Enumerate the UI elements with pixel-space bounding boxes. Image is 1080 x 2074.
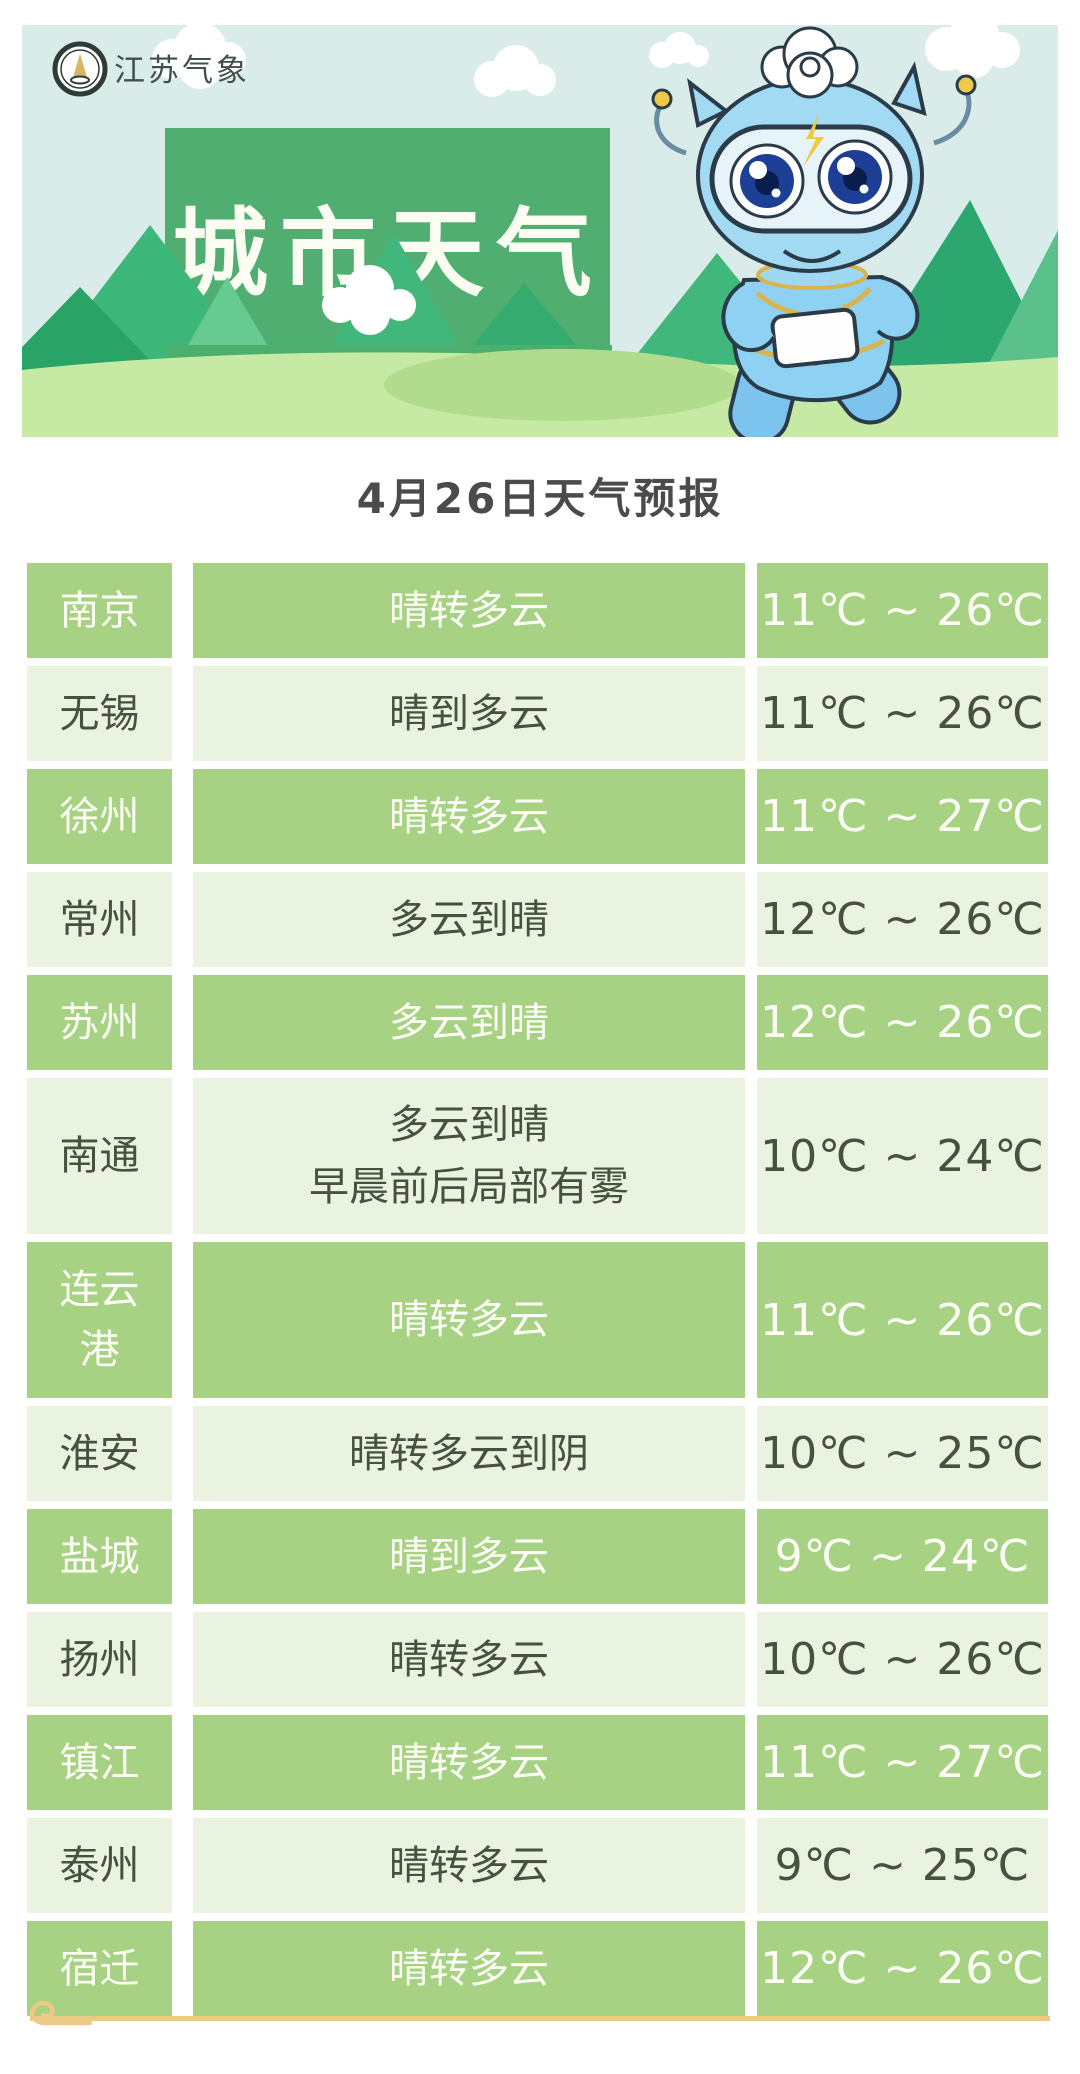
table-row: 淮安 晴转多云到阴 10℃ ~ 25℃: [27, 1406, 1048, 1501]
weather-cell: 晴转多云: [193, 1921, 745, 2016]
table-row: 南京 晴转多云 11℃ ~ 26℃: [27, 563, 1048, 658]
weather-text: 晴转多云: [389, 793, 549, 840]
weather-cell: 多云到晴早晨前后局部有雾: [193, 1078, 745, 1234]
weather-text: 晴转多云: [389, 1945, 549, 1992]
table-row: 宿迁 晴转多云 12℃ ~ 26℃: [27, 1921, 1048, 2016]
weather-text: 多云到晴: [389, 896, 549, 943]
city-cell: 无锡: [27, 666, 172, 761]
table-row: 连云港 晴转多云 11℃ ~ 26℃: [27, 1242, 1048, 1398]
border-curl-icon: [30, 2000, 92, 2026]
weather-text: 晴转多云: [389, 587, 549, 634]
city-cell: 苏州: [27, 975, 172, 1070]
city-cell: 常州: [27, 872, 172, 967]
city-cell: 连云港: [27, 1242, 172, 1398]
temperature-cell: 12℃ ~ 26℃: [757, 975, 1048, 1070]
cloud-icon: [760, 26, 859, 99]
weather-text: 晴到多云: [389, 690, 549, 737]
temperature-cell: 10℃ ~ 24℃: [757, 1078, 1048, 1234]
table-row: 徐州 晴转多云 11℃ ~ 27℃: [27, 769, 1048, 864]
jiangsu-meteorology-logo: 江苏气象: [52, 41, 250, 97]
cloud-icon: [925, 25, 1020, 78]
grass-shadow: [384, 349, 740, 421]
weather-cell: 晴转多云: [193, 1818, 745, 1913]
table-row: 无锡 晴到多云 11℃ ~ 26℃: [27, 666, 1048, 761]
page-title: 4月26日天气预报: [356, 474, 724, 523]
temperature-cell: 9℃ ~ 24℃: [757, 1509, 1048, 1604]
temperature-cell: 11℃ ~ 26℃: [757, 666, 1048, 761]
weather-cell: 晴转多云: [193, 1612, 745, 1707]
mascot-eye: [729, 143, 805, 219]
weather-cell: 多云到晴: [193, 975, 745, 1070]
temperature-cell: 10℃ ~ 25℃: [757, 1406, 1048, 1501]
city-cell: 扬州: [27, 1612, 172, 1707]
banner-illustration: 城市天气: [22, 25, 1058, 437]
city-cell: 泰州: [27, 1818, 172, 1913]
city-cell: 淮安: [27, 1406, 172, 1501]
weather-cell: 晴转多云: [193, 1242, 745, 1398]
cloud-icon: [649, 32, 709, 68]
temperature-cell: 12℃ ~ 26℃: [757, 872, 1048, 967]
weather-text-line2: 早晨前后局部有雾: [309, 1164, 629, 1210]
weather-text: 晴转多云: [389, 1739, 549, 1786]
weather-text: 多云到晴: [389, 999, 549, 1046]
city-cell: 镇江: [27, 1715, 172, 1810]
decorative-border: [30, 2000, 1050, 2026]
weather-cell: 多云到晴: [193, 872, 745, 967]
weather-cell: 晴转多云: [193, 1715, 745, 1810]
mascot-phone: [770, 307, 860, 369]
temperature-cell: 11℃ ~ 26℃: [757, 1242, 1048, 1398]
weather-cell: 晴到多云: [193, 666, 745, 761]
table-row: 苏州 多云到晴 12℃ ~ 26℃: [27, 975, 1048, 1070]
table-row: 镇江 晴转多云 11℃ ~ 27℃: [27, 1715, 1048, 1810]
city-cell: 南京: [27, 563, 172, 658]
temperature-cell: 11℃ ~ 26℃: [757, 563, 1048, 658]
lightning-icon: [803, 113, 824, 167]
cloud-icon: [474, 45, 556, 97]
weather-cell: 晴到多云: [193, 1509, 745, 1604]
temperature-cell: 11℃ ~ 27℃: [757, 1715, 1048, 1810]
temperature-cell: 12℃ ~ 26℃: [757, 1921, 1048, 2016]
cloud-icon: [152, 25, 246, 89]
logo-label: 江苏气象: [114, 53, 250, 89]
temperature-cell: 11℃ ~ 27℃: [757, 769, 1048, 864]
city-cell: 盐城: [27, 1509, 172, 1604]
weather-text: 晴转多云到阴: [349, 1430, 589, 1477]
weather-text: 晴转多云: [389, 1636, 549, 1683]
mascot-eye: [817, 139, 893, 215]
weather-cell: 晴转多云到阴: [193, 1406, 745, 1501]
cloud-icon: [322, 265, 416, 335]
forecast-table: 南京 晴转多云 11℃ ~ 26℃ 无锡 晴到多云 11℃ ~ 26℃ 徐州 晴转多云 11℃ …: [27, 563, 1048, 2016]
weather-text: 晴到多云: [389, 1533, 549, 1580]
table-row: 泰州 晴转多云 9℃ ~ 25℃: [27, 1818, 1048, 1913]
weather-cell: 晴转多云: [193, 563, 745, 658]
weather-text: 多云到晴: [389, 1102, 549, 1148]
table-row: 常州 多云到晴 12℃ ~ 26℃: [27, 872, 1048, 967]
table-row: 南通 多云到晴 早晨前后局部有雾 10℃ ~ 24℃: [27, 1078, 1048, 1234]
table-row: 盐城 晴到多云 9℃ ~ 24℃: [27, 1509, 1048, 1604]
weather-cell: 晴转多云: [193, 769, 745, 864]
weather-text: 晴转多云: [389, 1842, 549, 1889]
weather-text: 晴转多云: [389, 1297, 549, 1343]
table-row: 扬州 晴转多云 10℃ ~ 26℃: [27, 1612, 1048, 1707]
temperature-cell: 10℃ ~ 26℃: [757, 1612, 1048, 1707]
temperature-cell: 9℃ ~ 25℃: [757, 1818, 1048, 1913]
city-cell: 南通: [27, 1078, 172, 1234]
mascot-illustration: [651, 26, 977, 437]
city-cell: 宿迁: [27, 1921, 172, 2016]
city-cell: 徐州: [27, 769, 172, 864]
